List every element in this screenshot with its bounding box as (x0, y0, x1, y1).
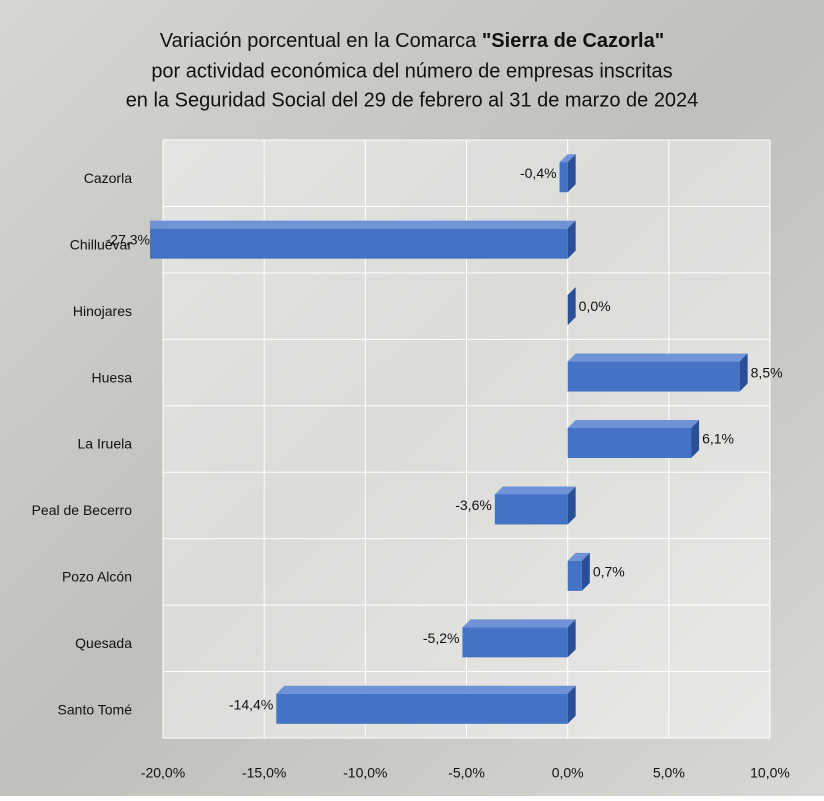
y-tick-label: Santo Tomé (58, 701, 133, 717)
bar (462, 619, 576, 658)
bar-top (567, 552, 590, 561)
y-tick-label: Hinojares (73, 303, 132, 319)
bar-side (691, 420, 700, 458)
bar-top (559, 154, 576, 163)
x-tick-label: -5,0% (448, 765, 485, 781)
bar-side (567, 154, 576, 193)
bar-side (567, 619, 576, 658)
chart-title: por actividad económica del número de em… (151, 60, 672, 82)
bar-front (567, 361, 740, 392)
title-part: Variación porcentual en la Comarca (160, 30, 477, 52)
bar-front (567, 428, 692, 458)
bar (559, 154, 576, 193)
y-tick-label: Quesada (75, 635, 132, 651)
value-label: -27,3% (106, 231, 150, 247)
bars (150, 154, 748, 724)
bar-front (559, 162, 568, 193)
labels: -20,0% -15,0% -10,0% -5,0% 0,0% 5,0% 10,0% Cazo… (32, 165, 790, 781)
bar (276, 685, 576, 724)
bar-side (567, 486, 576, 525)
bar-side (567, 685, 576, 724)
bar-front (567, 560, 582, 591)
value-label: -0,4% (520, 165, 557, 181)
y-tick-label: Peal de Becerro (32, 502, 133, 518)
title-bold: "Sierra de Cazorla" (482, 30, 664, 52)
bar-top (150, 220, 576, 229)
value-label: -14,4% (229, 696, 273, 712)
y-tick-label: Pozo Alcón (62, 569, 132, 585)
bar-front (462, 627, 568, 658)
y-tick-label: La Iruela (78, 436, 133, 452)
x-tick-label: 5,0% (653, 765, 685, 781)
value-label: 6,1% (702, 431, 734, 447)
value-label: 0,7% (593, 564, 625, 580)
bar-top (494, 486, 576, 495)
bar-top (276, 685, 576, 694)
x-tick-label: 0,0% (552, 765, 584, 781)
x-tick-label: 10,0% (750, 765, 790, 781)
y-tick-label: Huesa (92, 369, 133, 385)
x-tick-label: -10,0% (343, 765, 387, 781)
value-label: -3,6% (455, 497, 492, 513)
y-tick-label: Cazorla (84, 170, 132, 186)
chart-title: Variación porcentual en la Comarca "Sier… (160, 30, 664, 52)
bar (567, 287, 576, 326)
bar-top (462, 619, 576, 628)
bar-front (150, 228, 568, 259)
bar-side (739, 353, 748, 392)
bar-side (581, 552, 590, 591)
x-tick-label: -15,0% (242, 765, 286, 781)
bar-top (567, 353, 748, 362)
bar (567, 353, 748, 392)
bar-top (567, 420, 700, 428)
bar-front (276, 693, 568, 724)
bar-side (567, 287, 576, 326)
bar (150, 220, 576, 259)
bar (567, 420, 700, 458)
chart-title: en la Seguridad Social del 29 de febrero… (126, 89, 699, 111)
y-tick-label: Chilluévar (70, 236, 133, 252)
bar-side (567, 220, 576, 259)
bar-front (494, 494, 568, 525)
bar (567, 552, 590, 591)
bar (494, 486, 576, 525)
value-label: 8,5% (751, 364, 783, 380)
x-tick-label: -20,0% (141, 765, 185, 781)
value-label: 0,0% (579, 298, 611, 314)
value-label: -5,2% (423, 630, 460, 646)
